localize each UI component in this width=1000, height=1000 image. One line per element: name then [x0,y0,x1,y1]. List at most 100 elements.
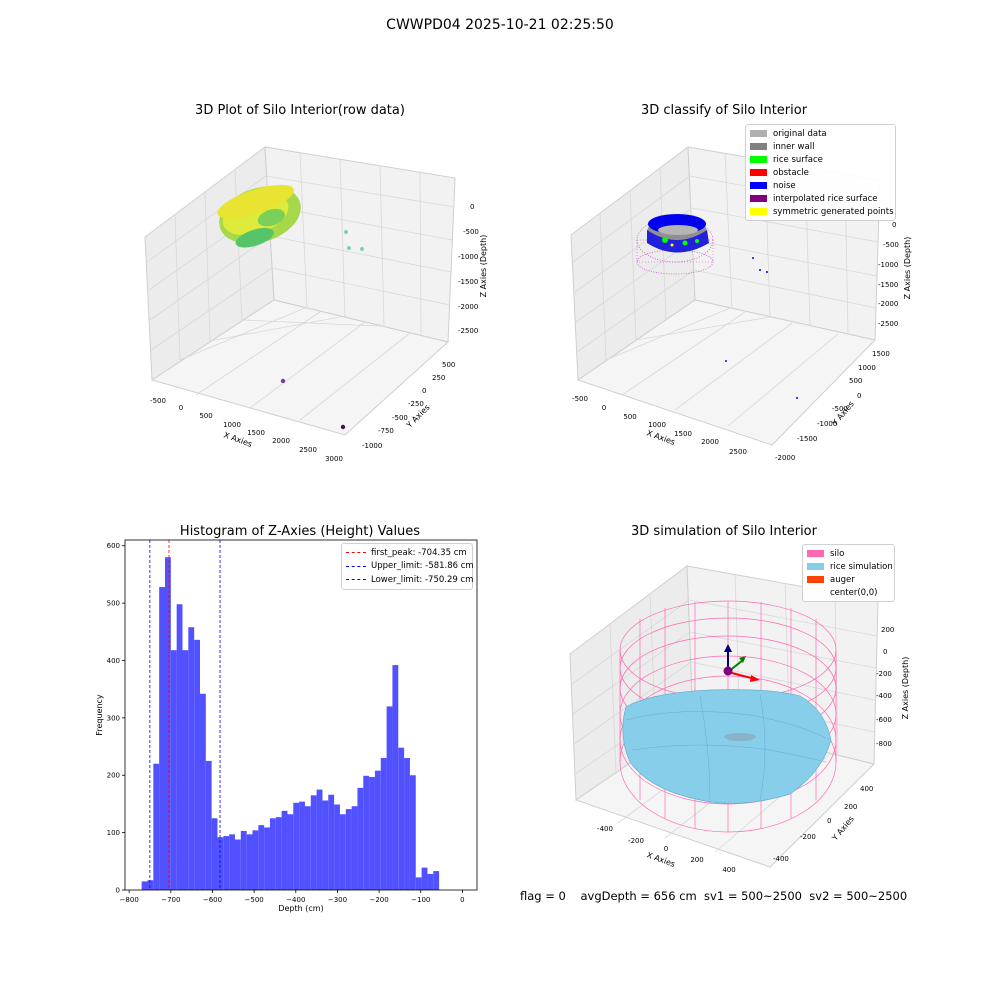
histogram-bar [328,794,335,890]
histogram-bar [223,836,230,890]
legend-swatch [750,130,767,137]
x-tick-label: −700 [161,896,180,904]
y-tick: 400 [860,785,873,793]
x-tick: 2000 [701,438,719,446]
histogram-bar [147,880,154,890]
histogram-bar [293,802,300,890]
histogram-bar [176,604,183,890]
legend-label: Upper_limit: -581.86 cm [371,561,474,572]
histogram-bar [363,775,370,890]
histogram-bar [269,818,276,890]
histogram-bar [386,706,393,890]
legend-item: noise [750,179,891,192]
classify-3d-axes: -500 0 500 1000 1500 2000 2500 X Axies -… [570,146,912,462]
y-tick: 0 [857,392,861,400]
legend-swatch [750,169,767,176]
panel-histogram: Histogram of Z-Axies (Height) Values −80… [0,500,500,920]
x-tick-label: −400 [286,896,305,904]
z-tick: -1000 [878,261,898,269]
legend-item: inner wall [750,140,891,153]
z-tick: -1500 [878,281,898,289]
y-tick: -250 [408,400,424,408]
histogram-bar [427,873,434,890]
histogram-bar [182,650,189,890]
z-axis-label: Z Axies (Depth) [901,657,910,720]
legend-line [346,552,366,554]
panel-classify: 3D classify of Silo Interior [500,0,1000,500]
legend-label: center(0,0) [830,587,878,598]
y-tick: 250 [432,374,445,382]
legend-item: Upper_limit: -581.86 cm [346,560,474,574]
legend-swatch [807,576,824,583]
y-tick: -750 [378,427,394,435]
z-tick: -400 [876,692,892,700]
panel-simulation: 3D simulation of Silo Interior [500,500,1000,920]
legend-label: symmetric generated points [773,206,894,217]
raw-point [360,247,364,251]
y-axis-label: Y Axies [830,399,856,428]
histogram-bar [164,557,171,890]
y-tick: 0 [827,817,831,825]
legend-label: inner wall [773,141,815,152]
x-tick: 3000 [325,455,343,463]
histogram-bar [404,758,410,890]
y-axis-label: Frequency [95,694,104,736]
y-tick: -1000 [817,420,837,428]
noise-point [752,257,754,259]
x-tick: 1500 [247,429,265,437]
histogram-bar [194,639,200,890]
y-tick: 500 [849,377,862,385]
y-tick-label: 200 [107,772,120,780]
legend-label: rice simulation [830,561,893,572]
y-tick: -1500 [797,435,817,443]
histogram-bar [205,760,212,890]
x-tick: 0 [179,404,183,412]
z-tick: -1500 [458,278,478,286]
z-axis-label: Z Axies (Depth) [903,237,912,300]
y-tick: -400 [773,855,789,863]
legend-label: first_peak: -704.35 cm [371,547,467,558]
legend-label: obstacle [773,167,809,178]
chart-title: 3D simulation of Silo Interior [631,524,817,539]
simulation-3d-axes: -400 -200 0 200 400 X Axies -400 -200 0 … [569,565,910,874]
x-tick: 0 [602,404,606,412]
histogram-bar [433,871,440,890]
z-tick: -500 [463,228,479,236]
x-tick: -200 [628,837,644,845]
x-tick: -500 [150,397,166,405]
histogram-bar [287,814,294,890]
histogram-bar [159,587,165,890]
chart-title: Histogram of Z-Axies (Height) Values [179,524,421,539]
histogram-bar [334,804,340,890]
legend-line [346,579,366,581]
legend-item: first_peak: -704.35 cm [346,546,468,560]
z-tick: 0 [883,648,887,656]
legend-label: interpolated rice surface [773,193,878,204]
histogram-bar [246,834,253,890]
legend-item: rice simulation [807,560,893,573]
y-tick: -500 [392,414,408,422]
histogram-bar [229,834,235,890]
legend-item: symmetric generated points [750,205,894,218]
legend-label: silo [830,548,845,559]
auger-icon [723,644,760,682]
legend-item: auger [807,573,890,586]
histogram-bar [240,830,247,890]
legend-label: Lower_limit: -750.29 cm [371,574,474,585]
y-tick: -200 [800,833,816,841]
status-footer: flag = 0 avgDepth = 656 cm sv1 = 500~250… [520,889,908,903]
x-tick-label: 0 [460,896,464,904]
x-axis-label: X Axies [645,850,676,869]
x-tick: 400 [722,866,735,874]
legend-item: Lower_limit: -750.29 cm [346,573,473,587]
z-tick: -2500 [458,327,478,335]
histogram-bar [211,818,218,890]
histogram-bar [421,867,428,890]
y-tick: 200 [844,803,857,811]
x-tick: -400 [597,825,613,833]
histogram-bar [153,763,160,890]
raw-point [280,378,286,384]
histogram-bar [170,650,177,890]
x-tick: 2000 [272,437,290,445]
rice-surface [622,689,832,804]
